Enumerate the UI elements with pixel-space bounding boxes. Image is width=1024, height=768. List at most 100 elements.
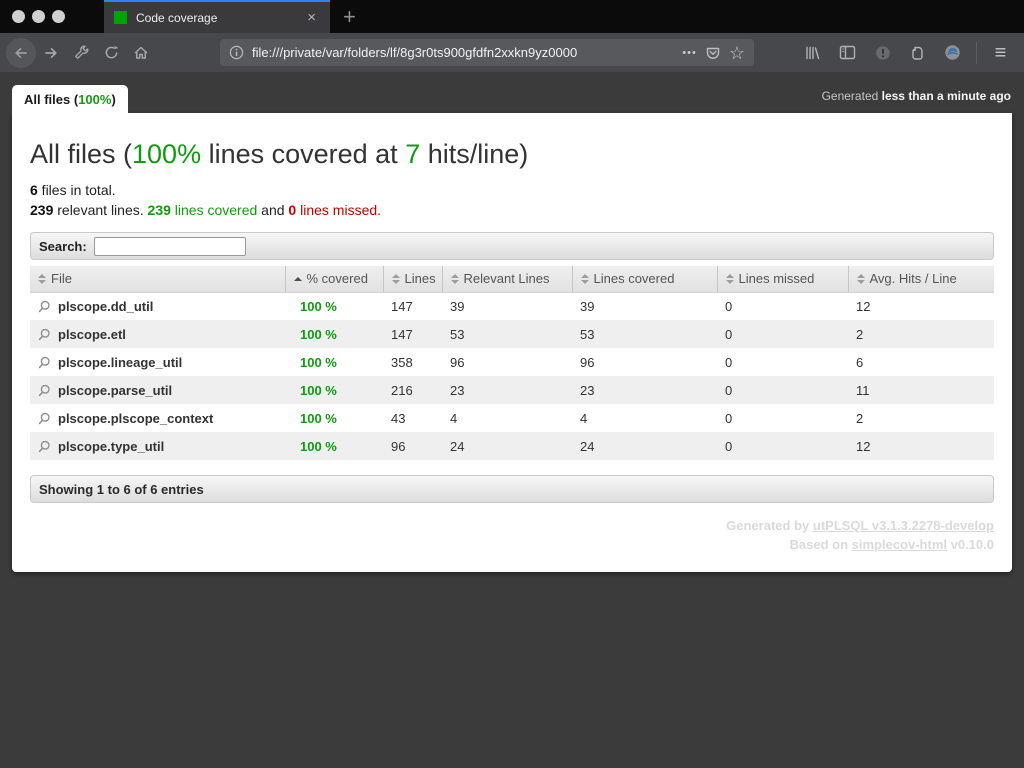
- wrench-icon[interactable]: [66, 38, 96, 68]
- page-actions-icon[interactable]: •••: [682, 46, 697, 59]
- avg-hits-cell: 2: [856, 326, 864, 342]
- table-row[interactable]: plscope.dd_util 100 % 147 39 39 0 12: [30, 292, 994, 320]
- column-label: Lines: [404, 271, 436, 287]
- sort-asc-icon: [293, 276, 302, 281]
- reload-button[interactable]: [96, 38, 126, 68]
- all-files-tab-suffix: ): [111, 91, 116, 107]
- generated-label: Generated: [821, 89, 882, 103]
- percent-covered-cell: 100 %: [300, 438, 337, 454]
- column-header-lines[interactable]: Lines: [383, 266, 443, 293]
- all-files-tab-prefix: All files (: [24, 91, 79, 107]
- table-row[interactable]: plscope.lineage_util 100 % 358 96 96 0 6: [30, 348, 994, 376]
- navigation-toolbar: file:///private/var/folders/lf/8g3r0ts90…: [0, 33, 1024, 72]
- table-row[interactable]: plscope.parse_util 100 % 216 23 23 0 11: [30, 376, 994, 404]
- column-header-relevant-lines[interactable]: Relevant Lines: [442, 266, 573, 293]
- magnifier-icon: [38, 300, 50, 312]
- avg-hits-cell: 6: [856, 354, 864, 370]
- search-label: Search:: [39, 238, 87, 254]
- table-row[interactable]: plscope.plscope_context 100 % 43 4 4 0 2: [30, 404, 994, 432]
- showing-entries-bar: Showing 1 to 6 of 6 entries: [30, 475, 994, 503]
- evernote-icon[interactable]: [902, 38, 933, 68]
- lines-covered-cell: 24: [580, 438, 595, 454]
- lines-missed-cell: 0: [725, 354, 733, 370]
- table-row[interactable]: plscope.etl 100 % 147 53 53 0 2: [30, 320, 994, 348]
- percent-covered-cell: 100 %: [300, 410, 337, 426]
- sort-icon: [856, 273, 865, 284]
- forward-button[interactable]: [36, 38, 66, 68]
- tab-close-icon[interactable]: ×: [307, 9, 316, 26]
- lines-missed-cell: 0: [725, 438, 733, 454]
- lines-covered-cell: 96: [580, 354, 595, 370]
- footer-based-line: Based on simplecov-html v0.10.0: [789, 537, 994, 552]
- lines-cell: 43: [391, 410, 406, 426]
- simplecov-html-link[interactable]: simplecov-html: [851, 537, 947, 552]
- sort-icon: [725, 273, 734, 284]
- column-label: Avg. Hits / Line: [869, 271, 957, 287]
- bookmark-star-icon[interactable]: ☆: [728, 42, 745, 63]
- sort-icon: [391, 273, 400, 284]
- file-name: plscope.parse_util: [58, 382, 173, 398]
- relevant-lines-cell: 23: [450, 382, 465, 398]
- page-title: All files (100% lines covered at 7 hits/…: [30, 139, 529, 169]
- magnifier-icon: [38, 328, 50, 340]
- column-header-lines-missed[interactable]: Lines missed: [717, 266, 849, 293]
- browser-tab[interactable]: Code coverage ×: [104, 0, 330, 33]
- back-button[interactable]: [6, 37, 36, 68]
- column-label: Relevant Lines: [463, 271, 550, 287]
- url-text[interactable]: file:///private/var/folders/lf/8g3r0ts90…: [252, 45, 578, 60]
- file-name: plscope.etl: [58, 326, 126, 342]
- page-topbar: All files (100%) Generated less than a m…: [0, 72, 1024, 113]
- column-header-avg-hits-line[interactable]: Avg. Hits / Line: [848, 266, 994, 293]
- search-bar: Search:: [30, 232, 994, 260]
- tab-title: Code coverage: [136, 10, 218, 25]
- percent-covered-cell: 100 %: [300, 326, 337, 342]
- home-button[interactable]: [126, 38, 156, 68]
- traffic-lights: [0, 0, 104, 33]
- coverage-stats: 6 files in total. 239 relevant lines. 23…: [30, 180, 994, 220]
- column-label: File: [51, 271, 72, 287]
- window-close-button[interactable]: [12, 10, 25, 23]
- alert-badge-icon[interactable]: [867, 38, 898, 68]
- column-header-file[interactable]: File: [30, 266, 286, 293]
- all-files-tab[interactable]: All files (100%): [12, 85, 128, 113]
- sidebar-toggle-icon[interactable]: [832, 38, 863, 68]
- favicon-icon: [114, 11, 127, 24]
- sort-icon: [38, 273, 46, 284]
- file-name: plscope.dd_util: [58, 298, 154, 314]
- lines-cell: 358: [391, 354, 413, 370]
- relevant-lines-cell: 24: [450, 438, 465, 454]
- lines-summary-line: 239 relevant lines. 239 lines covered an…: [30, 202, 382, 218]
- table-header-row: File % covered Lines Relevant Lines Lines co…: [30, 266, 994, 293]
- url-bar[interactable]: file:///private/var/folders/lf/8g3r0ts90…: [220, 39, 754, 66]
- page-info-icon[interactable]: [229, 45, 244, 60]
- utplsql-link[interactable]: utPLSQL v3.1.3.2278-develop: [812, 518, 994, 533]
- magnifier-icon: [38, 440, 50, 452]
- column-header-lines-covered[interactable]: Lines covered: [572, 266, 718, 293]
- extension-badge-icon[interactable]: [937, 38, 968, 68]
- lines-missed-cell: 0: [725, 410, 733, 426]
- lines-covered-cell: 53: [580, 326, 595, 342]
- percent-covered-cell: 100 %: [300, 382, 337, 398]
- lines-cell: 96: [391, 438, 406, 454]
- avg-hits-cell: 11: [856, 382, 870, 398]
- footer-generated-line: Generated by utPLSQL v3.1.3.2278-develop: [726, 518, 994, 533]
- pocket-icon[interactable]: [705, 45, 721, 61]
- toolbar-right-icons: ≡: [797, 38, 1018, 68]
- column-label: Lines missed: [738, 271, 815, 287]
- table-row[interactable]: plscope.type_util 100 % 96 24 24 0 12: [30, 432, 994, 460]
- all-files-tab-percent: 100%: [78, 91, 112, 107]
- window-minimize-button[interactable]: [32, 10, 45, 23]
- column-header-covered[interactable]: % covered: [285, 266, 384, 293]
- new-tab-button[interactable]: +: [343, 3, 356, 29]
- menu-icon[interactable]: ≡: [994, 41, 1007, 64]
- coverage-panel: All files (100% lines covered at 7 hits/…: [12, 113, 1012, 572]
- search-input[interactable]: [93, 236, 246, 256]
- window-zoom-button[interactable]: [52, 10, 65, 23]
- lines-missed-cell: 0: [725, 326, 733, 342]
- file-name: plscope.type_util: [58, 438, 165, 454]
- magnifier-icon: [38, 412, 50, 424]
- library-icon[interactable]: [797, 38, 828, 68]
- lines-missed-cell: 0: [725, 382, 733, 398]
- relevant-lines-cell: 39: [450, 298, 465, 314]
